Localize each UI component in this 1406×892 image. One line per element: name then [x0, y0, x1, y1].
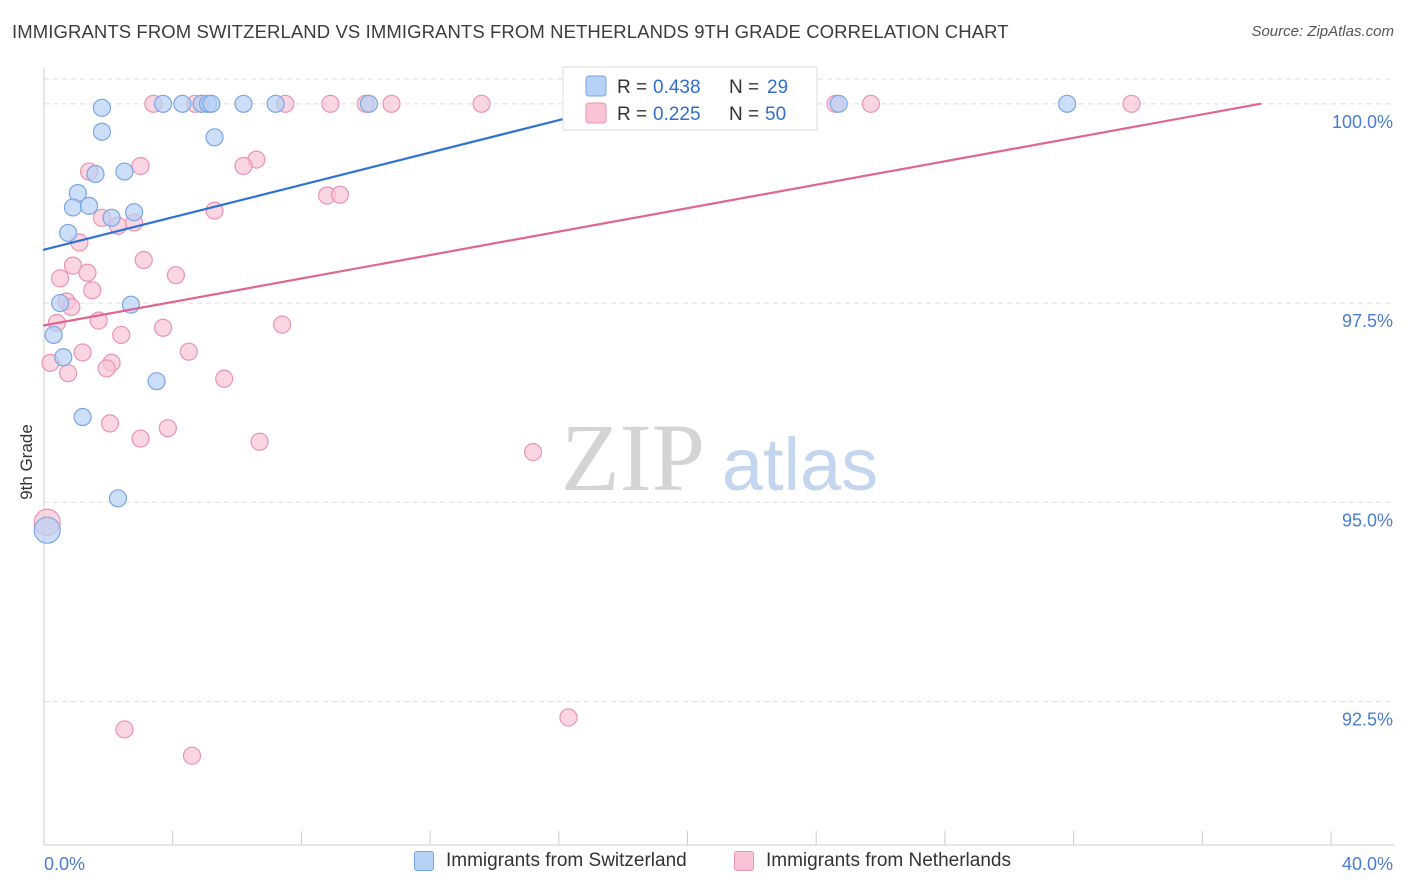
- netherlands-point: [179, 342, 198, 361]
- watermark-atlas: atlas: [722, 423, 878, 506]
- switzerland-point: [54, 348, 73, 367]
- netherlands-point: [234, 156, 253, 176]
- stats-r-value-switzerland: 0.438: [653, 77, 701, 98]
- netherlands-point: [272, 315, 292, 334]
- y-tick-label: 95.0%: [1342, 510, 1393, 530]
- stats-legend-swatch-netherlands: [585, 102, 607, 124]
- legend-swatch-switzerland: [414, 851, 434, 871]
- tick-labels: 100.0% 97.5% 95.0% 92.5% 0.0% 40.0%: [44, 112, 1393, 874]
- switzerland-point: [124, 203, 144, 222]
- switzerland-point: [202, 94, 221, 113]
- netherlands-trend-line: [42, 102, 1262, 327]
- x-tick-label-right: 40.0%: [1342, 854, 1393, 874]
- chart-source: Source: ZipAtlas.com: [1251, 23, 1394, 40]
- switzerland-point: [359, 94, 379, 113]
- legend-label-switzerland: Immigrants from Switzerland: [446, 850, 687, 871]
- netherlands-point: [131, 429, 150, 448]
- netherlands-point: [115, 720, 134, 739]
- netherlands-point: [559, 708, 578, 727]
- switzerland-points: [33, 94, 1077, 544]
- netherlands-point: [182, 746, 202, 765]
- switzerland-point: [50, 293, 70, 313]
- netherlands-point: [382, 94, 401, 113]
- netherlands-point: [112, 325, 131, 345]
- legend-swatch-netherlands: [734, 851, 754, 871]
- netherlands-point: [50, 269, 70, 288]
- netherlands-point: [215, 369, 234, 388]
- netherlands-point: [250, 432, 269, 451]
- axes: [43, 68, 1394, 846]
- switzerland-point: [92, 98, 112, 117]
- switzerland-point: [115, 162, 134, 181]
- netherlands-point: [1122, 94, 1141, 113]
- y-axis-label: 9th Grade: [17, 424, 36, 500]
- netherlands-point: [158, 419, 177, 438]
- x-tick-label-left: 0.0%: [44, 854, 85, 874]
- stats-n-label-netherlands: N =: [729, 104, 764, 125]
- netherlands-point: [97, 359, 116, 378]
- netherlands-point: [83, 281, 102, 300]
- switzerland-point: [108, 489, 128, 508]
- switzerland-point: [102, 208, 121, 227]
- netherlands-point: [131, 156, 150, 176]
- stats-r-value-netherlands: 0.225: [653, 104, 701, 125]
- legend-label-netherlands: Immigrants from Netherlands: [766, 850, 1011, 871]
- y-tick-label: 97.5%: [1342, 311, 1393, 331]
- stats-n-value-switzerland: 29: [767, 77, 788, 98]
- stats-r-label-switzerland: R =: [617, 77, 652, 98]
- switzerland-point: [59, 223, 78, 243]
- switzerland-point: [829, 94, 848, 113]
- legend-item-switzerland: Immigrants from Switzerland: [414, 850, 687, 872]
- stats-r-label-netherlands: R =: [617, 104, 652, 125]
- switzerland-point: [79, 196, 99, 215]
- stats-n-value-netherlands: 50: [765, 104, 786, 125]
- switzerland-point: [266, 94, 285, 113]
- bottom-legend: Immigrants from Switzerland Immigrants f…: [0, 850, 1406, 880]
- stats-legend: R = 0.438 N = 29 R = 0.225 N = 50: [562, 66, 818, 131]
- stats-n-label-switzerland: N =: [729, 77, 764, 98]
- netherlands-point: [523, 443, 543, 462]
- netherlands-point: [73, 343, 92, 362]
- netherlands-point: [78, 263, 97, 282]
- switzerland-point: [86, 164, 105, 184]
- switzerland-point: [173, 94, 192, 113]
- switzerland-point: [1058, 94, 1077, 113]
- netherlands-point: [134, 250, 153, 270]
- netherlands-point: [861, 94, 880, 113]
- netherlands-point: [321, 94, 340, 113]
- switzerland-point: [234, 94, 253, 113]
- switzerland-point: [147, 372, 166, 391]
- legend-item-netherlands: Immigrants from Netherlands: [734, 850, 1011, 872]
- netherlands-point: [59, 364, 78, 383]
- netherlands-point: [100, 414, 120, 433]
- netherlands-point: [63, 256, 83, 275]
- watermark: ZIP atlas: [561, 404, 878, 511]
- switzerland-point: [44, 325, 63, 345]
- switzerland-point: [73, 407, 92, 427]
- stats-legend-swatch-switzerland: [585, 75, 607, 97]
- watermark-zip: ZIP: [561, 404, 705, 511]
- switzerland-point: [205, 128, 224, 147]
- netherlands-point: [166, 266, 186, 285]
- switzerland-trend-line: [42, 94, 657, 251]
- y-tick-label: 100.0%: [1332, 112, 1393, 132]
- switzerland-point: [92, 122, 112, 141]
- chart-title: IMMIGRANTS FROM SWITZERLAND VS IMMIGRANT…: [12, 21, 1009, 42]
- netherlands-point: [472, 94, 491, 113]
- y-tick-label: 92.5%: [1342, 710, 1393, 730]
- trend-lines: [42, 94, 1262, 327]
- switzerland-point: [63, 198, 83, 217]
- switzerland-point: [153, 94, 173, 113]
- netherlands-point: [153, 318, 173, 337]
- switzerland-point: [33, 516, 61, 544]
- netherlands-point: [330, 185, 350, 204]
